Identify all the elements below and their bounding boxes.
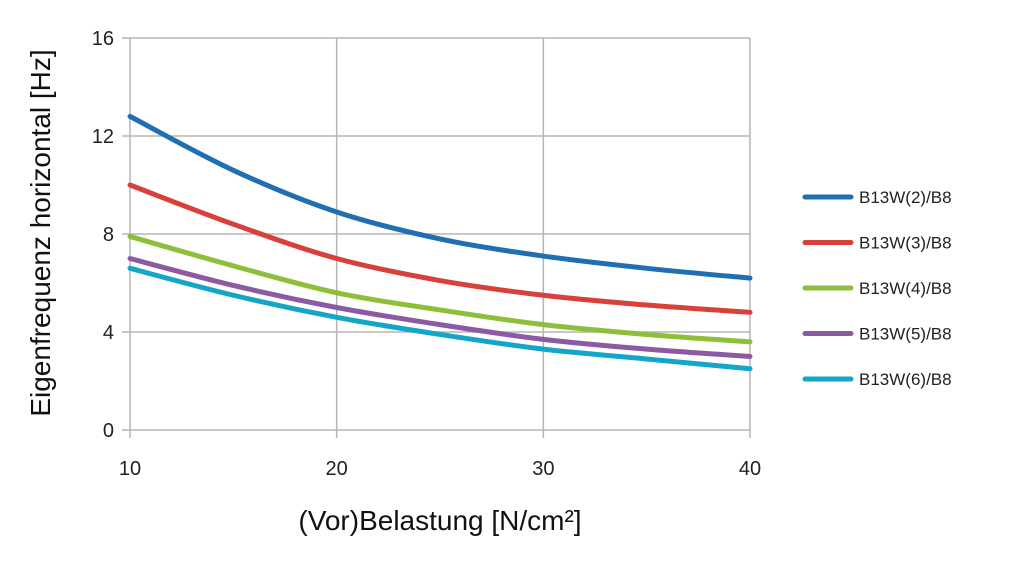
tick-labels: 10 20 30 40 0 4 8 12 16 <box>92 28 761 480</box>
y-axis-title: Eigenfrequenz horizontal [Hz] <box>25 49 56 416</box>
series-line-1 <box>127 113 753 281</box>
legend-label-5: B13W(6)/B8 <box>859 370 952 389</box>
x-tick-label: 40 <box>739 458 761 480</box>
series-line-5 <box>127 265 753 372</box>
y-tick-label: 4 <box>103 322 114 344</box>
series-line-2 <box>127 182 753 315</box>
x-tick-label: 10 <box>119 458 141 480</box>
series-line-3 <box>127 233 753 345</box>
x-tick-label: 20 <box>326 458 348 480</box>
legend-label-2: B13W(3)/B8 <box>859 234 952 253</box>
series-layer <box>127 113 753 372</box>
legend-label-4: B13W(5)/B8 <box>859 325 952 344</box>
legend: B13W(2)/B8 B13W(3)/B8 B13W(4)/B8 B13W(5)/B8… <box>802 188 952 389</box>
legend-label-1: B13W(2)/B8 <box>859 188 952 207</box>
series-line-4 <box>127 256 753 359</box>
y-tick-label: 0 <box>103 420 114 442</box>
y-tick-label: 12 <box>92 126 114 148</box>
x-axis-title: (Vor)Belastung [N/cm²] <box>298 505 581 536</box>
y-tick-label: 16 <box>92 28 114 50</box>
y-tick-label: 8 <box>103 224 114 246</box>
x-tick-label: 30 <box>532 458 554 480</box>
legend-label-3: B13W(4)/B8 <box>859 279 952 298</box>
